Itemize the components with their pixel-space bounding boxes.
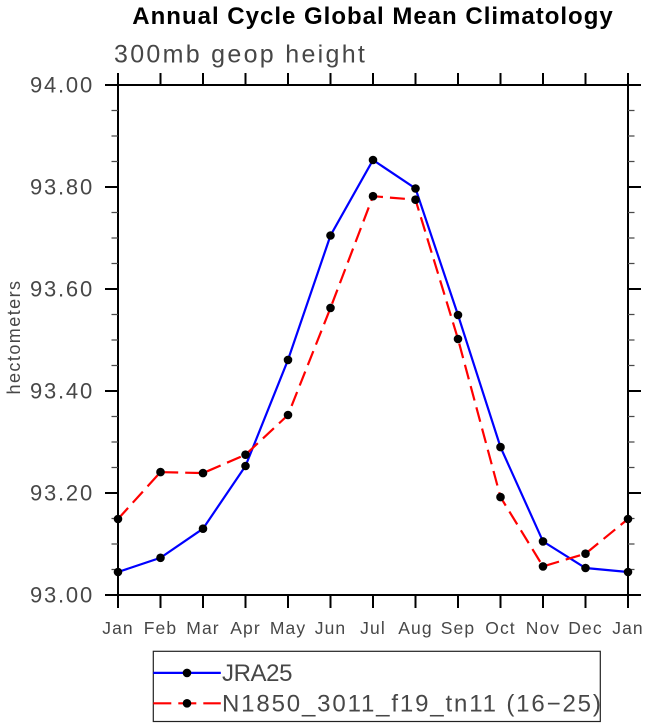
svg-text:Jul: Jul — [360, 618, 386, 638]
svg-text:Aug: Aug — [398, 618, 432, 638]
svg-text:93.20: 93.20 — [30, 481, 94, 506]
svg-text:93.80: 93.80 — [30, 175, 94, 200]
svg-text:Feb: Feb — [144, 618, 177, 638]
svg-text:Annual Cycle Global Mean Clima: Annual Cycle Global Mean Climatology — [132, 3, 613, 30]
svg-text:Sep: Sep — [441, 618, 475, 638]
svg-text:N1850_3011_f19_tn11 (16−25): N1850_3011_f19_tn11 (16−25) — [222, 691, 603, 718]
svg-text:93.00: 93.00 — [30, 583, 94, 608]
svg-text:hectometers: hectometers — [4, 280, 24, 395]
svg-text:300mb geop height: 300mb geop height — [114, 41, 367, 69]
svg-text:93.60: 93.60 — [30, 277, 94, 302]
svg-text:Nov: Nov — [526, 618, 560, 638]
svg-text:May: May — [270, 618, 306, 638]
svg-text:94.00: 94.00 — [30, 73, 94, 98]
svg-text:Apr: Apr — [230, 618, 261, 638]
svg-text:Jan: Jan — [102, 618, 134, 638]
svg-text:Jun: Jun — [315, 618, 347, 638]
svg-text:Jan: Jan — [612, 618, 644, 638]
svg-text:Oct: Oct — [485, 618, 516, 638]
svg-text:Dec: Dec — [568, 618, 602, 638]
svg-text:93.40: 93.40 — [30, 379, 94, 404]
svg-text:Mar: Mar — [186, 618, 219, 638]
svg-text:JRA25: JRA25 — [222, 660, 292, 687]
